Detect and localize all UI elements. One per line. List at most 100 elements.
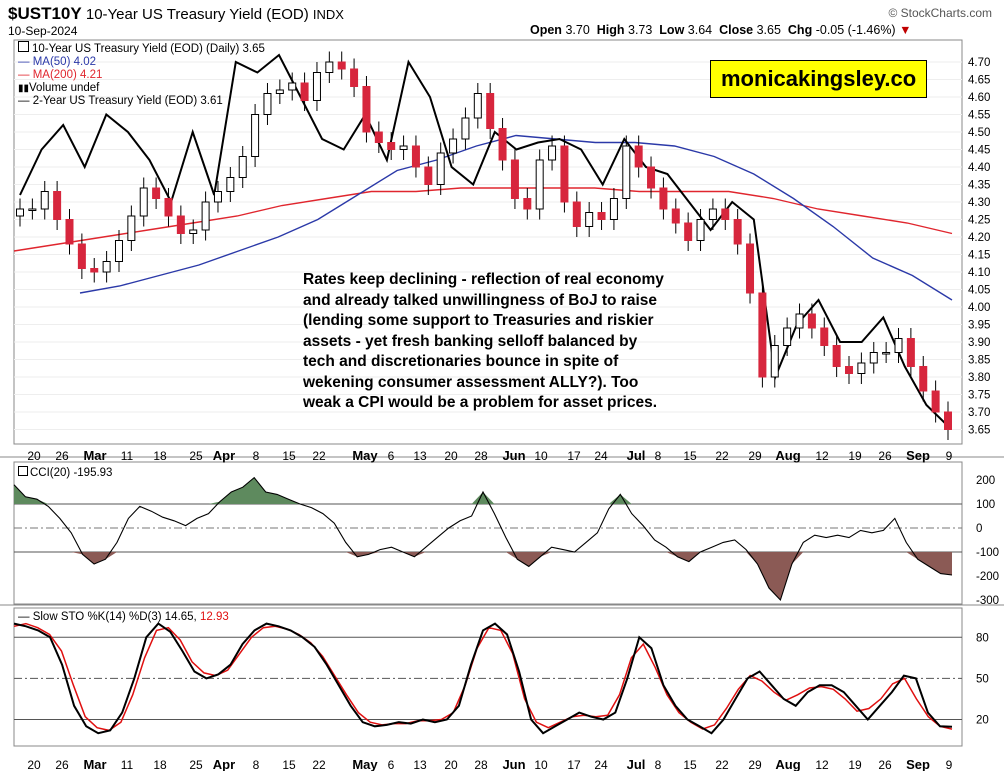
x-tick-sto: 19 <box>848 758 862 771</box>
x-tick-sto: 10 <box>534 758 548 771</box>
legend-ma50-text: MA(50) 4.02 <box>32 56 96 68</box>
price-tick-label: 4.20 <box>968 232 990 244</box>
x-tick-price: Sep <box>906 448 930 463</box>
x-tick-price: 8 <box>655 449 662 463</box>
exchange: INDX <box>312 7 344 22</box>
candle-body <box>919 366 928 392</box>
x-tick-sto: Sep <box>906 757 930 771</box>
x-tick-sto: 13 <box>413 758 427 771</box>
chart-title: $UST10Y 10-Year US Treasury Yield (EOD) … <box>8 4 344 24</box>
x-tick-price: 26 <box>55 449 69 463</box>
candle-body <box>832 345 841 367</box>
annotation-line: (lending some support to Treasuries and … <box>303 312 654 329</box>
x-tick-price: Jul <box>627 448 646 463</box>
cci-oversold-fill <box>14 552 952 600</box>
annotation-line: and already talked unwillingness of BoJ … <box>303 291 658 309</box>
x-tick-sto: 28 <box>474 758 488 771</box>
candle-body <box>114 240 123 262</box>
candle-body <box>671 208 680 224</box>
x-tick-price: 13 <box>413 449 427 463</box>
candle-body <box>411 145 420 168</box>
cci-tick-label: 0 <box>976 523 982 535</box>
price-tick-label: 4.35 <box>968 180 990 192</box>
x-tick-sto: 29 <box>748 758 762 771</box>
x-tick-sto: 6 <box>388 758 395 771</box>
x-tick-price: 24 <box>594 449 608 463</box>
candle-body <box>857 362 866 374</box>
x-tick-price: 29 <box>748 449 762 463</box>
x-tick-sto: 20 <box>444 758 458 771</box>
sto-tick-label: 50 <box>976 673 989 685</box>
candle-body <box>424 166 433 185</box>
x-tick-price: 22 <box>715 449 729 463</box>
cci-tick-label: 200 <box>976 475 995 487</box>
x-tick-price: 15 <box>282 449 296 463</box>
candle-body <box>374 131 383 143</box>
candle-body <box>337 61 346 70</box>
candle-body <box>152 187 161 199</box>
watermark-badge: monicakingsley.co <box>710 60 928 98</box>
candle-body <box>721 208 730 220</box>
open-value: 3.70 <box>565 23 590 37</box>
x-tick-sto: 8 <box>655 758 662 771</box>
price-panel <box>13 51 953 440</box>
price-tick-label: 4.25 <box>968 215 990 227</box>
candle-body <box>820 327 829 346</box>
candle-body <box>201 201 210 231</box>
brand-credit: © StockCharts.com <box>888 6 992 20</box>
candle-body <box>708 208 717 220</box>
candle-body <box>28 208 37 211</box>
x-tick-price: 11 <box>121 449 134 463</box>
candle-body <box>944 411 952 430</box>
sto-d-line <box>13 622 953 732</box>
cci-tick-label: -300 <box>976 595 999 607</box>
annotation-line: tech and discretionaries bounce in spite… <box>303 353 619 370</box>
candle-body <box>807 313 816 329</box>
candle-body <box>65 219 74 245</box>
price-legend: 10-Year US Treasury Yield (EOD) (Daily) … <box>18 41 265 108</box>
axis-labels: 4.70 4.65 4.60 4.55 4.50 4.45 4.40 4.35 4.30 4.25… <box>27 57 999 771</box>
sto-panel <box>13 622 953 735</box>
ohlc-readout: Open 3.70 High 3.73 Low 3.64 Close 3.65 … <box>530 23 911 37</box>
ma200-line <box>13 187 953 252</box>
x-tick-price: Aug <box>775 448 800 463</box>
candle-body <box>758 292 767 378</box>
candle-body <box>263 93 272 115</box>
price-tick-label: 4.45 <box>968 145 990 157</box>
candle-body <box>572 201 581 227</box>
cci-overbought-fill <box>14 477 952 504</box>
sto-k-line <box>13 622 953 735</box>
high-value: 3.73 <box>628 23 653 37</box>
legend-main: 10-Year US Treasury Yield (EOD) (Daily) … <box>18 41 265 56</box>
candle-body <box>746 243 755 294</box>
candle-body <box>931 390 940 413</box>
x-tick-sto: 22 <box>312 758 326 771</box>
x-tick-price: 8 <box>253 449 260 463</box>
candle-body <box>548 145 557 161</box>
x-tick-price: 9 <box>946 449 953 463</box>
volume-icon: ▮▮ <box>18 83 30 94</box>
x-tick-sto: 20 <box>27 758 41 771</box>
x-tick-sto: 8 <box>253 758 260 771</box>
price-panel-border <box>13 39 963 445</box>
cci-legend: CCI(20) -195.93 <box>18 466 112 480</box>
panel-frames <box>0 39 1004 747</box>
x-tick-price: 15 <box>683 449 697 463</box>
cci-swatch-icon <box>18 466 28 476</box>
two-year-yield-line <box>19 53 949 427</box>
candle-body <box>535 159 544 210</box>
x-tick-sto: 18 <box>153 758 167 771</box>
price-tick-label: 4.10 <box>968 267 990 279</box>
candle-body <box>16 208 24 217</box>
x-tick-price: 20 <box>27 449 41 463</box>
price-tick-label: 3.75 <box>968 390 990 402</box>
x-tick-sto: 12 <box>815 758 829 771</box>
candle-body <box>647 166 656 189</box>
candle-body <box>176 215 185 234</box>
candle-body <box>510 159 519 199</box>
legend-2y-text: 2-Year US Treasury Yield (EOD) 3.61 <box>32 95 223 107</box>
x-tick-sto: May <box>352 757 378 771</box>
candle-body <box>498 128 507 161</box>
x-tick-sto: Jun <box>502 757 525 771</box>
